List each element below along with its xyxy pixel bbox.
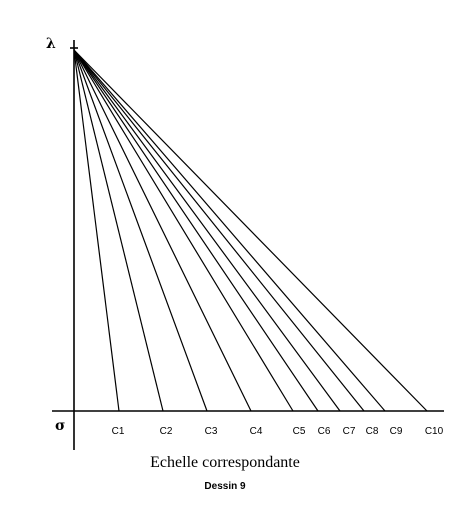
scale-label-c9: C9 (390, 426, 403, 437)
scale-label-c8: C8 (366, 426, 379, 437)
ray-c7 (73, 49, 341, 412)
caption-subtitle: Dessin 9 (204, 481, 246, 492)
scale-label-c7: C7 (343, 426, 356, 437)
caption-title: Echelle correspondante (150, 454, 300, 471)
scale-labels-group: C1 C2 C3 C4 C5 C6 C7 C8 C9 C10 (112, 426, 444, 437)
scale-label-c10: C10 (425, 426, 444, 437)
scale-label-c6: C6 (318, 426, 331, 437)
ray-c8 (73, 49, 365, 412)
scale-label-c3: C3 (205, 426, 218, 437)
ray-c3 (73, 49, 208, 412)
origin-symbol: σ (55, 418, 65, 434)
scale-label-c5: C5 (293, 426, 306, 437)
vertical-axis-symbol: λ (46, 36, 56, 52)
rays-group (73, 49, 428, 412)
ray-c9 (73, 49, 386, 412)
ray-c4 (73, 49, 252, 412)
ray-c10 (73, 49, 428, 412)
ray-c5 (73, 49, 294, 412)
fan-diagram: λ σ C1 C2 C3 C4 C5 C6 C7 C8 C9 C10 (46, 36, 444, 450)
ray-c1 (73, 49, 120, 412)
scale-label-c2: C2 (160, 426, 173, 437)
ray-c2 (73, 49, 164, 412)
ray-c6 (73, 49, 319, 412)
scale-label-c4: C4 (250, 426, 263, 437)
scale-label-c1: C1 (112, 426, 125, 437)
